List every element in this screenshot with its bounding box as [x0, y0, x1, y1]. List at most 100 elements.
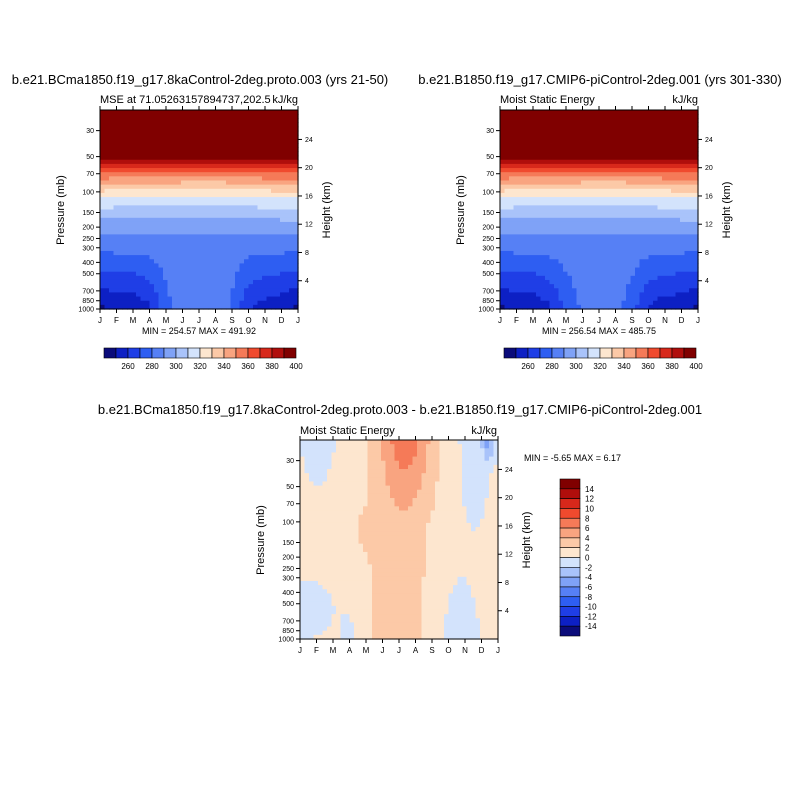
x-tick-label: M	[530, 316, 537, 325]
contour-cell	[304, 527, 310, 532]
contour-cell	[145, 197, 151, 202]
contour-cell	[136, 192, 142, 198]
contour-cell	[608, 188, 614, 194]
contour-cell	[113, 292, 119, 298]
contour-cell	[500, 279, 506, 285]
contour-cell	[190, 176, 196, 182]
contour-cell	[190, 267, 196, 273]
contour-cell	[327, 498, 333, 503]
contour-cell	[322, 522, 328, 528]
contour-cell	[549, 255, 555, 260]
contour-cell	[666, 176, 672, 182]
contour-cell	[293, 176, 299, 182]
contour-cell	[531, 275, 537, 281]
contour-cell	[327, 481, 333, 487]
contour-cell	[563, 300, 569, 306]
contour-cell	[671, 259, 677, 264]
contour-cell	[266, 226, 272, 231]
contour-cell	[257, 192, 263, 198]
contour-cell	[675, 226, 681, 231]
contour-cell	[504, 242, 510, 248]
contour-cell	[509, 143, 515, 148]
contour-cell	[644, 114, 650, 119]
contour-cell	[558, 163, 564, 169]
contour-cell	[540, 192, 546, 198]
contour-cell	[284, 226, 290, 231]
contour-cell	[648, 259, 654, 264]
contour-cell	[194, 151, 200, 157]
contour-cell	[140, 163, 146, 169]
contour-cell	[226, 267, 232, 273]
contour-cell	[280, 188, 286, 194]
contour-cell	[203, 213, 209, 219]
contour-cell	[271, 134, 277, 140]
contour-cell	[226, 230, 232, 235]
contour-cell	[253, 180, 259, 186]
contour-cell	[612, 168, 618, 173]
contour-cell	[145, 151, 151, 157]
contour-cell	[149, 197, 155, 202]
contour-cell	[621, 192, 627, 198]
contour-cell	[275, 279, 281, 285]
contour-cell	[554, 139, 560, 144]
contour-cell	[275, 176, 281, 182]
contour-cell	[253, 217, 259, 223]
contour-cell	[662, 250, 668, 256]
contour-cell	[221, 159, 227, 165]
contour-cell	[181, 122, 187, 128]
contour-cell	[527, 163, 533, 169]
contour-cell	[531, 304, 537, 310]
contour-cell	[271, 188, 277, 194]
contour-cell	[509, 230, 515, 235]
contour-cell	[336, 535, 342, 541]
contour-cell	[199, 213, 205, 219]
x-tick-label: O	[645, 316, 651, 325]
contour-cell	[322, 630, 328, 636]
contour-cell	[608, 180, 614, 186]
contour-cell	[185, 188, 191, 194]
contour-cell	[280, 288, 286, 294]
contour-cell	[127, 246, 133, 252]
contour-cell	[136, 275, 142, 281]
contour-cell	[345, 564, 351, 570]
contour-cell	[199, 284, 205, 289]
contour-cell	[293, 250, 299, 256]
contour-cell	[293, 221, 299, 227]
contour-cell	[617, 126, 623, 132]
contour-cell	[617, 213, 623, 219]
contour-cell	[122, 122, 128, 128]
contour-cell	[199, 130, 205, 136]
contour-cell	[158, 139, 164, 144]
contour-cell	[239, 250, 245, 256]
panel-b-axes: J F M A M J J A S O N D J305070100150200250300400500…	[478, 106, 713, 325]
contour-cell	[149, 304, 155, 310]
contour-cell	[275, 288, 281, 294]
contour-cell	[239, 263, 245, 269]
contour-cell	[331, 622, 337, 628]
contour-cell	[304, 452, 310, 458]
contour-cell	[280, 213, 286, 219]
contour-cell	[331, 634, 337, 640]
contour-cell	[527, 213, 533, 219]
contour-cell	[304, 522, 310, 528]
contour-cell	[136, 147, 142, 153]
contour-cell	[149, 242, 155, 248]
contour-cell	[558, 304, 564, 310]
contour-cell	[181, 192, 187, 198]
contour-cell	[621, 139, 627, 144]
contour-cell	[271, 259, 277, 264]
contour-cell	[154, 292, 160, 298]
contour-cell	[199, 172, 205, 177]
contour-cell	[653, 159, 659, 165]
contour-cell	[176, 134, 182, 140]
contour-cell	[199, 143, 205, 148]
contour-cell	[657, 304, 663, 310]
contour-cell	[666, 213, 672, 219]
contour-cell	[212, 267, 218, 273]
contour-cell	[248, 226, 254, 231]
contour-cell	[675, 168, 681, 173]
contour-cell	[140, 168, 146, 173]
contour-cell	[199, 118, 205, 124]
contour-cell	[109, 300, 115, 306]
contour-cell	[140, 114, 146, 119]
